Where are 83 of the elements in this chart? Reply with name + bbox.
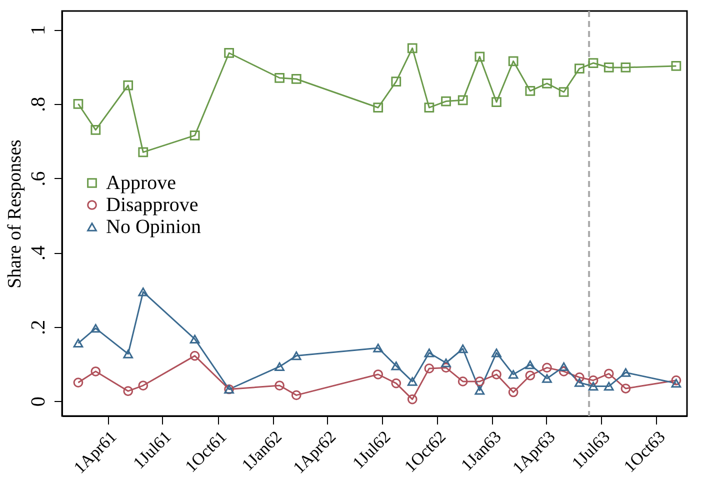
point	[508, 370, 518, 379]
point	[474, 52, 485, 62]
point	[391, 76, 402, 87]
y-tick-label: .8	[28, 96, 50, 112]
point	[492, 369, 502, 380]
point	[373, 344, 384, 352]
legend-label: Disapprove	[106, 194, 198, 216]
point	[391, 361, 402, 370]
point	[620, 384, 631, 394]
point	[274, 72, 284, 83]
point	[73, 338, 84, 348]
point	[525, 370, 536, 380]
point	[620, 62, 631, 72]
point	[558, 366, 569, 376]
legend-label: No Opinion	[106, 216, 201, 238]
y-axis-title: Share of Responses	[4, 140, 26, 288]
point	[373, 102, 384, 113]
point	[458, 95, 468, 106]
point	[274, 380, 284, 390]
point	[542, 78, 552, 88]
point	[138, 380, 148, 390]
point	[558, 87, 569, 97]
point	[671, 378, 682, 388]
point	[123, 80, 134, 90]
point	[138, 288, 148, 296]
point	[90, 366, 101, 376]
point	[492, 348, 502, 358]
y-tick-label: .2	[28, 320, 50, 335]
point	[424, 102, 434, 113]
point	[604, 62, 614, 72]
point	[291, 351, 302, 360]
point	[588, 58, 598, 68]
point	[407, 394, 418, 404]
point	[588, 382, 598, 391]
point	[542, 362, 552, 373]
point	[441, 362, 451, 373]
point	[224, 48, 234, 58]
y-tick-label: .4	[28, 246, 50, 261]
point	[138, 147, 148, 158]
point	[574, 378, 584, 387]
y-tick-label: 1	[28, 25, 50, 36]
point	[424, 348, 434, 358]
point	[190, 350, 200, 361]
point	[620, 368, 631, 377]
point	[73, 98, 84, 109]
point	[604, 382, 614, 391]
point	[424, 364, 434, 374]
point	[671, 61, 682, 71]
point	[90, 324, 101, 333]
point	[508, 387, 518, 398]
point	[441, 96, 451, 106]
point	[73, 378, 84, 388]
point	[458, 376, 468, 386]
point	[508, 56, 518, 66]
point	[190, 334, 200, 344]
point	[123, 386, 134, 396]
point	[671, 375, 682, 386]
point	[291, 74, 302, 84]
y-tick-label: 0	[28, 396, 50, 407]
point	[474, 376, 485, 386]
point	[458, 344, 468, 354]
point	[441, 358, 451, 368]
point	[574, 64, 584, 74]
point	[90, 124, 101, 135]
point	[274, 362, 284, 371]
point	[190, 130, 200, 140]
point	[525, 360, 536, 370]
legend-label: Approve	[106, 172, 176, 194]
point	[558, 362, 569, 371]
point	[123, 350, 134, 358]
point	[407, 43, 418, 54]
point	[391, 378, 402, 388]
point	[492, 97, 502, 107]
y-tick-label: .6	[28, 171, 50, 186]
point	[574, 372, 584, 382]
point	[588, 375, 598, 386]
point	[373, 369, 384, 380]
point	[291, 390, 302, 400]
point	[407, 377, 418, 386]
point	[525, 86, 536, 96]
point	[474, 386, 485, 395]
point	[542, 374, 552, 383]
point	[604, 368, 614, 379]
